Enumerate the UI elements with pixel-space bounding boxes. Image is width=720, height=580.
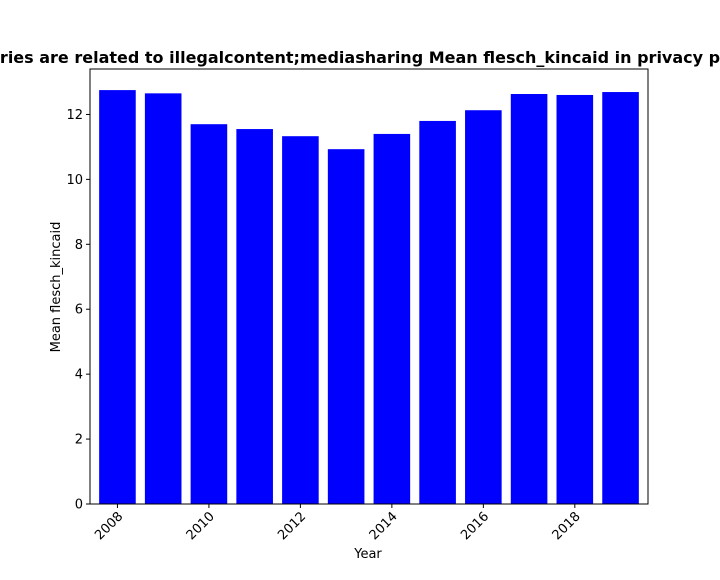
bar-2011 bbox=[236, 129, 273, 504]
bar-2010 bbox=[190, 124, 228, 504]
bar-2014 bbox=[373, 133, 411, 504]
y-tick-label: 12 bbox=[66, 108, 83, 123]
y-tick-label: 2 bbox=[75, 433, 83, 448]
chart-title: ries are related to illegalcontent;media… bbox=[0, 48, 720, 67]
y-axis: 0 2 4 6 8 10 12 bbox=[66, 108, 90, 513]
x-axis: 2008 2010 2012 2014 2016 2018 bbox=[92, 504, 584, 543]
x-tick-label: 2010 bbox=[184, 509, 218, 543]
bar-2009 bbox=[144, 93, 182, 504]
bar-2013 bbox=[327, 149, 365, 504]
x-tick-label: 2012 bbox=[275, 509, 309, 543]
x-tick-label: 2018 bbox=[550, 509, 584, 543]
y-tick-label: 4 bbox=[75, 368, 83, 383]
y-tick-label: 8 bbox=[75, 238, 83, 253]
bar-2016 bbox=[465, 110, 502, 504]
x-tick-label: 2016 bbox=[458, 509, 492, 543]
y-tick-label: 6 bbox=[75, 303, 83, 318]
x-tick-label: 2008 bbox=[92, 509, 126, 543]
y-tick-label: 0 bbox=[75, 498, 83, 513]
bar-2017 bbox=[510, 94, 548, 504]
x-tick-label: 2014 bbox=[367, 509, 401, 543]
bar-2008 bbox=[99, 90, 136, 504]
y-axis-label: Mean flesch_kincaid bbox=[49, 222, 64, 353]
bar-2018 bbox=[556, 94, 594, 504]
plot-area-frame bbox=[89, 68, 649, 505]
x-axis-label: Year bbox=[353, 547, 382, 562]
bar-2012 bbox=[282, 136, 319, 504]
y-tick-label: 10 bbox=[66, 173, 83, 188]
bars-group bbox=[99, 90, 639, 505]
bar-2015 bbox=[419, 120, 456, 504]
bar-2019 bbox=[602, 92, 639, 505]
